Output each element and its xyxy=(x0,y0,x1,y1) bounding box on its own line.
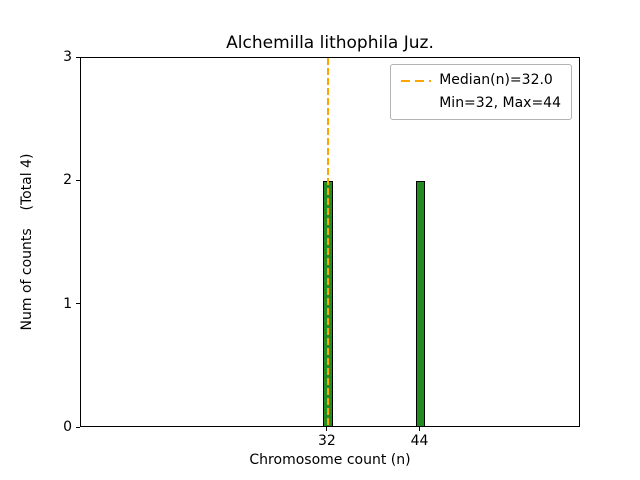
y-tick-mark-0 xyxy=(76,426,80,428)
x-tick-mark-44 xyxy=(419,427,420,431)
y-tick-label-0: 0 xyxy=(63,419,72,435)
legend-entry-median: Median(n)=32.0 xyxy=(401,72,561,89)
x-tick-label-44: 44 xyxy=(410,433,429,449)
chart-title: Alchemilla lithophila Juz. xyxy=(226,33,434,53)
empty-legend-handle xyxy=(401,103,431,105)
x-tick-label-32: 32 xyxy=(317,433,336,449)
plot-area: Median(n)=32.0 Min=32, Max=44 xyxy=(80,57,580,427)
x-tick-mark-32 xyxy=(326,427,328,431)
legend-label-minmax: Min=32, Max=44 xyxy=(439,95,561,111)
legend-label-median: Median(n)=32.0 xyxy=(439,72,553,88)
y-tick-label-2: 2 xyxy=(63,172,72,189)
y-tick-label-3: 3 xyxy=(63,49,72,65)
median-line xyxy=(326,58,329,426)
y-tick-mark-3 xyxy=(76,56,80,58)
x-axis-label: Chromosome count (n) xyxy=(249,452,411,468)
legend-entry-minmax: Min=32, Max=44 xyxy=(401,95,561,112)
dashed-line-icon xyxy=(401,79,432,82)
y-axis-label: Num of counts (Total 4) xyxy=(19,153,35,331)
y-tick-mark-2 xyxy=(76,179,80,181)
y-tick-label-1: 1 xyxy=(63,295,72,312)
bar-x44 xyxy=(415,181,426,426)
y-tick-mark-1 xyxy=(76,303,80,305)
legend: Median(n)=32.0 Min=32, Max=44 xyxy=(390,64,572,120)
